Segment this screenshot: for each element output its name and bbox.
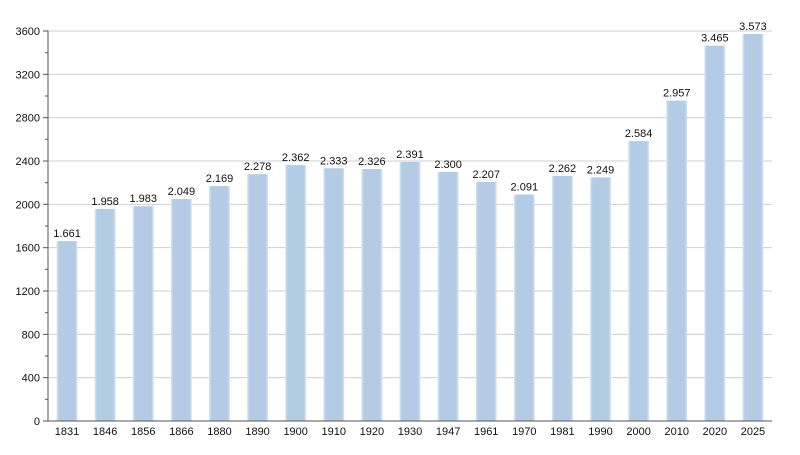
data-label-1866: 2.049: [168, 186, 196, 198]
x-tick-label-1866: 1866: [169, 426, 193, 438]
y-tick-label: 3600: [16, 26, 40, 38]
bar-1900: [285, 165, 307, 421]
x-tick-label-1910: 1910: [322, 426, 346, 438]
data-label-1880: 2.169: [206, 173, 234, 185]
x-tick-label-1900: 1900: [283, 426, 307, 438]
data-label-2000: 2.584: [625, 128, 653, 140]
data-label-1856: 1.983: [129, 193, 157, 205]
x-tick-label-1880: 1880: [207, 426, 231, 438]
bar-2020: [704, 45, 726, 421]
data-label-1981: 2.262: [549, 163, 577, 175]
x-tick-label-2010: 2010: [664, 426, 688, 438]
bar-1990: [590, 177, 612, 421]
x-tick-label-1856: 1856: [131, 426, 155, 438]
data-label-1910: 2.333: [320, 155, 348, 167]
data-label-2020: 3.465: [701, 33, 729, 45]
bar-1930: [399, 161, 421, 421]
data-label-1920: 2.326: [358, 156, 386, 168]
bar-1970: [513, 194, 535, 421]
x-tick-label-2020: 2020: [703, 426, 727, 438]
x-tick-label-1961: 1961: [474, 426, 498, 438]
bar-1831: [56, 241, 78, 421]
bar-1920: [361, 169, 383, 421]
data-label-1890: 2.278: [244, 161, 272, 173]
y-tick-label: 2800: [16, 113, 40, 125]
data-label-1846: 1.958: [91, 196, 119, 208]
data-label-2025: 3.573: [739, 21, 767, 33]
axes: [43, 30, 772, 422]
bar-1880: [208, 186, 230, 421]
bar-1890: [247, 174, 269, 421]
bar-1846: [94, 208, 116, 421]
bar-2010: [666, 100, 688, 422]
bar-1961: [475, 181, 497, 421]
labels: 0 400 800 1200 1600 2000 2400 2800 3200 3600 1.661…: [16, 21, 767, 438]
x-tick-label-1981: 1981: [550, 426, 574, 438]
x-tick-label-1930: 1930: [398, 426, 422, 438]
x-tick-label-2025: 2025: [741, 426, 765, 438]
data-label-1900: 2.362: [282, 152, 310, 164]
y-tick-label: 400: [22, 373, 40, 385]
x-tick-label-1990: 1990: [588, 426, 612, 438]
y-tick-label: 0: [34, 416, 40, 428]
data-label-1947: 2.300: [434, 159, 462, 171]
y-tick-label: 1200: [16, 286, 40, 298]
x-tick-label-1846: 1846: [93, 426, 117, 438]
x-tick-label-1831: 1831: [55, 426, 79, 438]
data-label-2010: 2.957: [663, 88, 691, 100]
bars: [56, 33, 764, 422]
bar-1910: [323, 168, 345, 421]
bar-1866: [170, 199, 192, 421]
data-label-1930: 2.391: [396, 149, 424, 161]
bar-2025: [742, 33, 764, 422]
x-tick-label-1920: 1920: [360, 426, 384, 438]
y-tick-label: 2000: [16, 199, 40, 211]
y-tick-label: 3200: [16, 69, 40, 81]
bar-1981: [551, 175, 573, 421]
data-label-1961: 2.207: [472, 169, 500, 181]
data-label-1970: 2.091: [511, 181, 539, 193]
data-label-1990: 2.249: [587, 164, 615, 176]
bar-1856: [132, 206, 154, 421]
data-label-1831: 1.661: [53, 228, 81, 240]
x-tick-label-2000: 2000: [626, 426, 650, 438]
y-tick-label: 800: [22, 329, 40, 341]
bar-1947: [437, 171, 459, 421]
x-tick-label-1970: 1970: [512, 426, 536, 438]
y-tick-label: 1600: [16, 243, 40, 255]
x-tick-label-1890: 1890: [245, 426, 269, 438]
bar-2000: [628, 141, 650, 422]
y-tick-label: 2400: [16, 156, 40, 168]
x-tick-label-1947: 1947: [436, 426, 460, 438]
